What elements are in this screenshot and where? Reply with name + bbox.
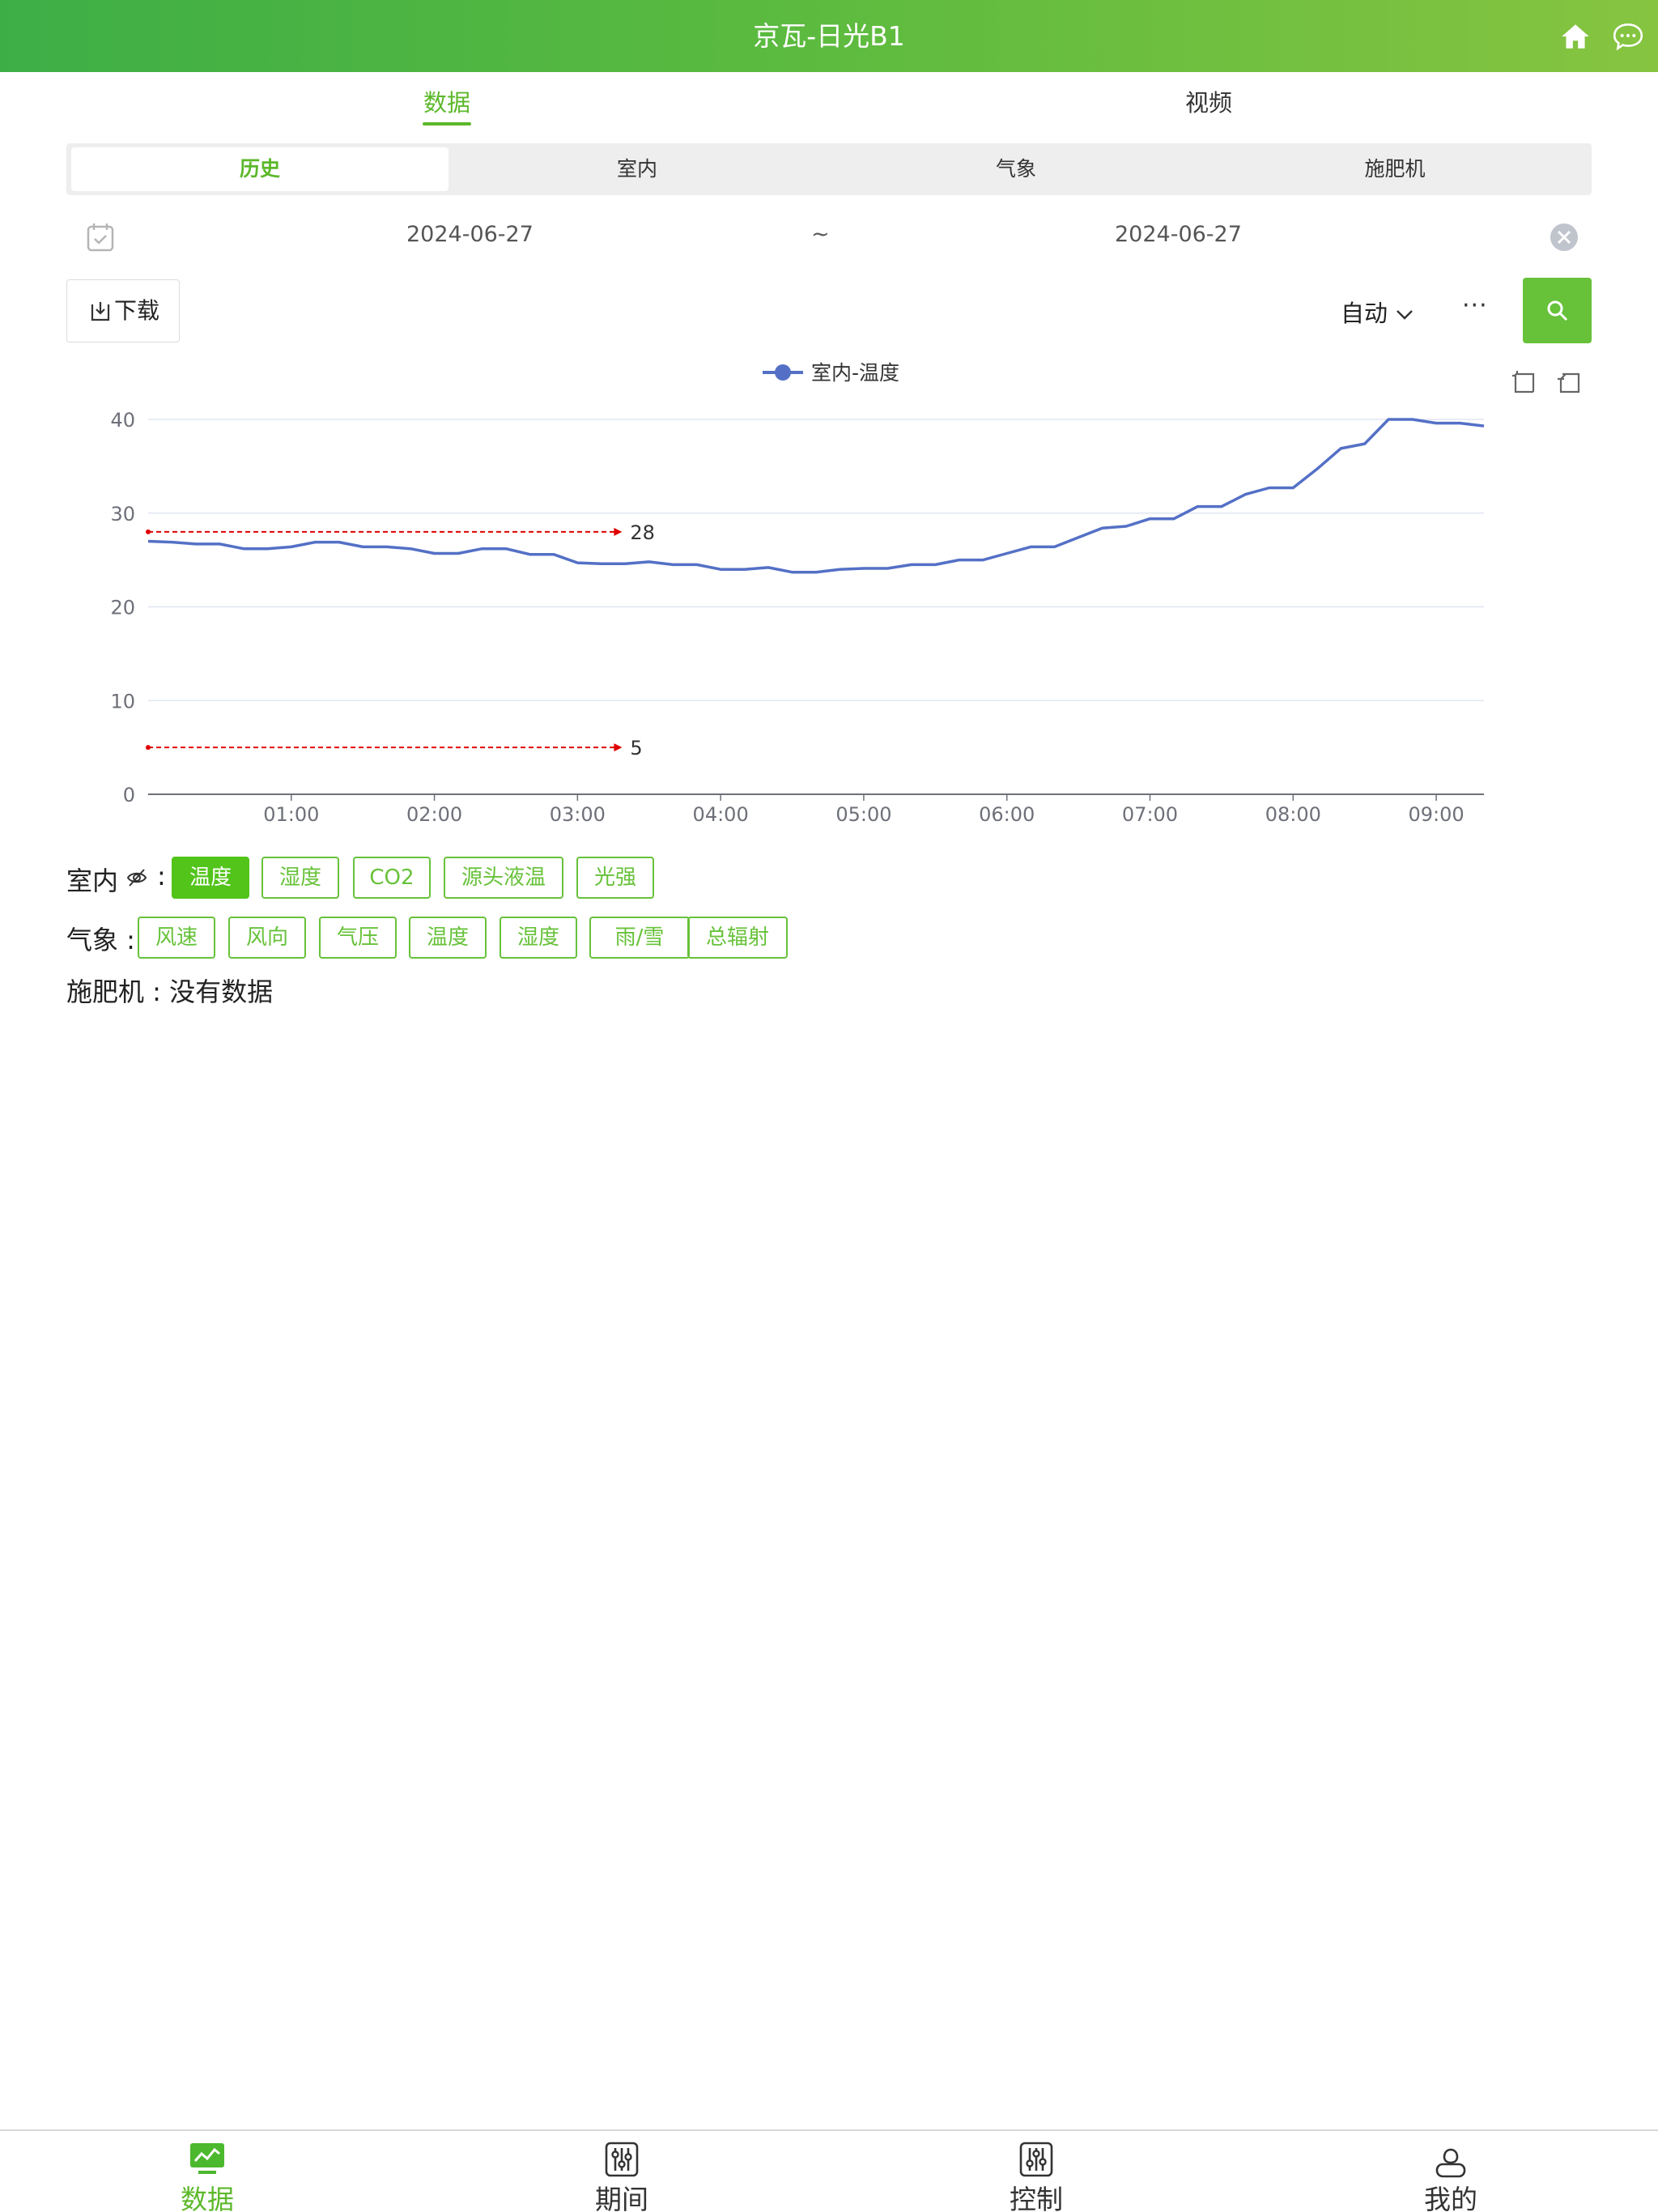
chip-indoor-temperature[interactable]: 温度 bbox=[172, 857, 249, 899]
series-line bbox=[147, 418, 1485, 574]
x-tick-label: 06:00 bbox=[979, 803, 1035, 826]
chat-icon[interactable] bbox=[1611, 19, 1645, 53]
temperature-chart: 0 10 20 30 40 01:00 02:00 03:00 04:00 05:00 06:00… bbox=[110, 361, 1580, 826]
tab-active-indicator bbox=[423, 122, 471, 125]
more-button[interactable]: ··· bbox=[1462, 291, 1488, 320]
segment-weather[interactable]: 气象 bbox=[995, 157, 1036, 181]
download-button[interactable]: 下载 bbox=[66, 279, 180, 342]
legend-label: 室内-温度 bbox=[811, 361, 899, 385]
calendar-icon bbox=[87, 223, 114, 252]
y-tick-label: 0 bbox=[123, 784, 135, 806]
chip-weather-humidity[interactable]: 湿度 bbox=[500, 917, 577, 959]
nav-mine-label: 我的 bbox=[1424, 2184, 1477, 2212]
nav-data-label: 数据 bbox=[181, 2184, 234, 2212]
search-icon bbox=[1547, 300, 1568, 321]
nav-data[interactable]: 数据 bbox=[13, 2131, 427, 2212]
threshold-lines: 28 5 bbox=[146, 521, 655, 759]
tab-video-label: 视频 bbox=[1184, 89, 1232, 117]
threshold-start-marker bbox=[146, 745, 151, 751]
chip-indoor-co2[interactable]: CO2 bbox=[353, 857, 431, 899]
chip-weather-pressure[interactable]: 气压 bbox=[319, 917, 397, 959]
nav-period[interactable]: 期间 bbox=[427, 2131, 842, 2212]
home-icon[interactable] bbox=[1558, 19, 1592, 53]
chip-weather-wind-direction[interactable]: 风向 bbox=[228, 917, 306, 959]
interval-select[interactable]: 自动 bbox=[1341, 295, 1414, 329]
segment-history[interactable]: 历史 bbox=[71, 147, 449, 191]
x-tick-label: 08:00 bbox=[1265, 803, 1321, 826]
tab-data[interactable]: 数据 bbox=[423, 85, 471, 125]
date-separator: ~ bbox=[811, 222, 830, 247]
bottom-nav: 数据 期间 控制 我的 bbox=[0, 2129, 1658, 2212]
y-tick-label: 40 bbox=[110, 409, 135, 432]
download-label: 下载 bbox=[114, 297, 160, 324]
indoor-label: 室内 bbox=[66, 866, 119, 896]
x-tick-label: 07:00 bbox=[1122, 803, 1178, 826]
date-range-picker[interactable]: 2024-06-27 ~ 2024-06-27 bbox=[66, 212, 1592, 264]
chip-weather-rain-snow[interactable]: 雨/雪 bbox=[589, 917, 690, 959]
chip-indoor-humidity[interactable]: 湿度 bbox=[261, 857, 339, 899]
x-axis: 01:00 02:00 03:00 04:00 05:00 06:00 07:00 08:00… bbox=[263, 794, 1465, 826]
download-icon bbox=[91, 302, 110, 321]
clear-icon[interactable] bbox=[1549, 222, 1579, 253]
chart-grid bbox=[148, 419, 1484, 795]
threshold-label: 28 bbox=[630, 521, 655, 544]
nav-control-label: 控制 bbox=[1010, 2184, 1063, 2212]
tab-data-label: 数据 bbox=[423, 89, 470, 117]
app-header: 京瓦-日光B1 bbox=[0, 0, 1658, 72]
chip-weather-temperature[interactable]: 温度 bbox=[409, 917, 487, 959]
nav-control[interactable]: 控制 bbox=[842, 2131, 1256, 2212]
user-icon bbox=[1435, 2148, 1466, 2178]
page-title: 京瓦-日光B1 bbox=[753, 20, 905, 52]
legend-marker bbox=[775, 364, 791, 381]
start-date[interactable]: 2024-06-27 bbox=[406, 222, 534, 247]
y-tick-label: 20 bbox=[110, 597, 135, 619]
chip-indoor-solution-temp[interactable]: 源头液温 bbox=[444, 857, 563, 899]
segment-control: 历史 室内 气象 施肥机 bbox=[66, 143, 1592, 195]
tab-video[interactable]: 视频 bbox=[1184, 85, 1233, 125]
y-axis: 0 10 20 30 40 bbox=[110, 409, 135, 806]
threshold-label: 5 bbox=[630, 737, 642, 759]
weather-label: 气象 : bbox=[66, 925, 135, 955]
x-tick-label: 02:00 bbox=[406, 803, 462, 826]
nav-period-label: 期间 bbox=[595, 2184, 648, 2212]
y-tick-label: 10 bbox=[110, 690, 135, 713]
chart-legend[interactable]: 室内-温度 bbox=[763, 361, 899, 385]
series-indoor-temperature bbox=[147, 418, 1485, 574]
threshold-end-arrow bbox=[614, 743, 623, 752]
y-tick-label: 30 bbox=[110, 503, 135, 525]
end-date[interactable]: 2024-06-27 bbox=[1115, 222, 1242, 247]
threshold-end-arrow bbox=[614, 527, 623, 536]
segment-indoor[interactable]: 室内 bbox=[616, 157, 657, 181]
x-tick-label: 05:00 bbox=[835, 803, 891, 826]
x-tick-label: 09:00 bbox=[1408, 803, 1464, 826]
chip-indoor-light[interactable]: 光强 bbox=[576, 857, 654, 899]
chevron-down-icon bbox=[1397, 310, 1414, 320]
x-tick-label: 04:00 bbox=[693, 803, 749, 826]
indoor-label-colon: : bbox=[157, 861, 166, 891]
monitor-chart-icon bbox=[190, 2143, 224, 2174]
fertilizer-status: 施肥机 : 没有数据 bbox=[66, 976, 274, 1007]
zoom-reset-icon[interactable] bbox=[1558, 372, 1580, 393]
segment-fertilizer[interactable]: 施肥机 bbox=[1364, 157, 1426, 181]
nav-mine[interactable]: 我的 bbox=[1256, 2131, 1658, 2212]
control-sliders-icon bbox=[1019, 2142, 1053, 2177]
chip-weather-wind-speed[interactable]: 风速 bbox=[138, 917, 215, 959]
zoom-icon[interactable] bbox=[1512, 371, 1535, 393]
threshold-start-marker bbox=[146, 529, 151, 534]
interval-select-label: 自动 bbox=[1341, 300, 1388, 327]
x-tick-label: 03:00 bbox=[550, 803, 606, 826]
search-button[interactable] bbox=[1523, 278, 1592, 343]
chip-weather-radiation[interactable]: 总辐射 bbox=[687, 917, 788, 959]
sliders-icon bbox=[605, 2142, 639, 2177]
x-tick-label: 01:00 bbox=[263, 803, 319, 826]
eye-off-icon[interactable] bbox=[126, 867, 147, 888]
